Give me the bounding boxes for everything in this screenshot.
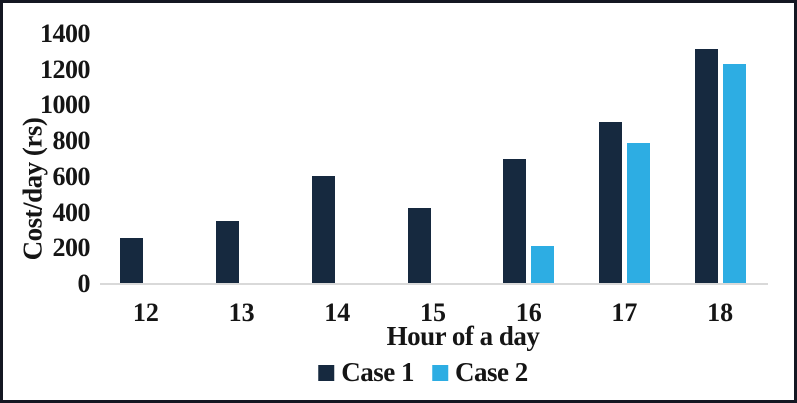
x-axis-baseline [100, 283, 768, 285]
y-tick-label-800: 800 [52, 126, 91, 156]
bar-case1-14 [311, 175, 335, 284]
x-tick-label-14: 14 [324, 298, 351, 327]
bar-case1-16 [503, 159, 527, 284]
legend-label: Case 2 [455, 357, 528, 387]
legend-swatch-case1 [318, 364, 335, 381]
x-tick-label-17: 17 [611, 298, 638, 327]
legend-swatch-case2 [432, 364, 448, 381]
x-axis-title: Hour of a day [386, 321, 540, 351]
bar-case1-17 [598, 122, 622, 284]
y-tick-label-400: 400 [52, 197, 91, 227]
legend: Case 1 Case 2 [318, 359, 528, 386]
x-tick-label-18: 18 [707, 298, 734, 327]
bar-case2-17 [626, 142, 650, 284]
x-tick-label-15: 15 [420, 298, 446, 327]
y-tick-label-1200: 1200 [40, 54, 91, 84]
bar-case1-15 [407, 208, 431, 284]
y-tick-label-600: 600 [52, 161, 91, 191]
y-tick-label-1000: 1000 [40, 90, 91, 120]
bar-case1-18 [694, 49, 718, 284]
y-tick-label-0: 0 [77, 269, 91, 298]
bar-case1-12 [120, 237, 144, 284]
y-tick-label-200: 200 [52, 233, 91, 263]
x-tick-label-12: 12 [132, 298, 159, 327]
legend-item-case1: Case 1 [318, 359, 414, 386]
x-tick-label-16: 16 [515, 298, 542, 327]
bar-case2-18 [722, 64, 746, 284]
bar-case1-13 [216, 220, 240, 284]
bar-case2-16 [531, 245, 555, 284]
legend-item-case2: Case 2 [432, 359, 528, 386]
x-tick-label-13: 13 [228, 298, 255, 327]
legend-label: Case 1 [341, 357, 414, 387]
y-tick-label-1400: 1400 [40, 19, 91, 48]
